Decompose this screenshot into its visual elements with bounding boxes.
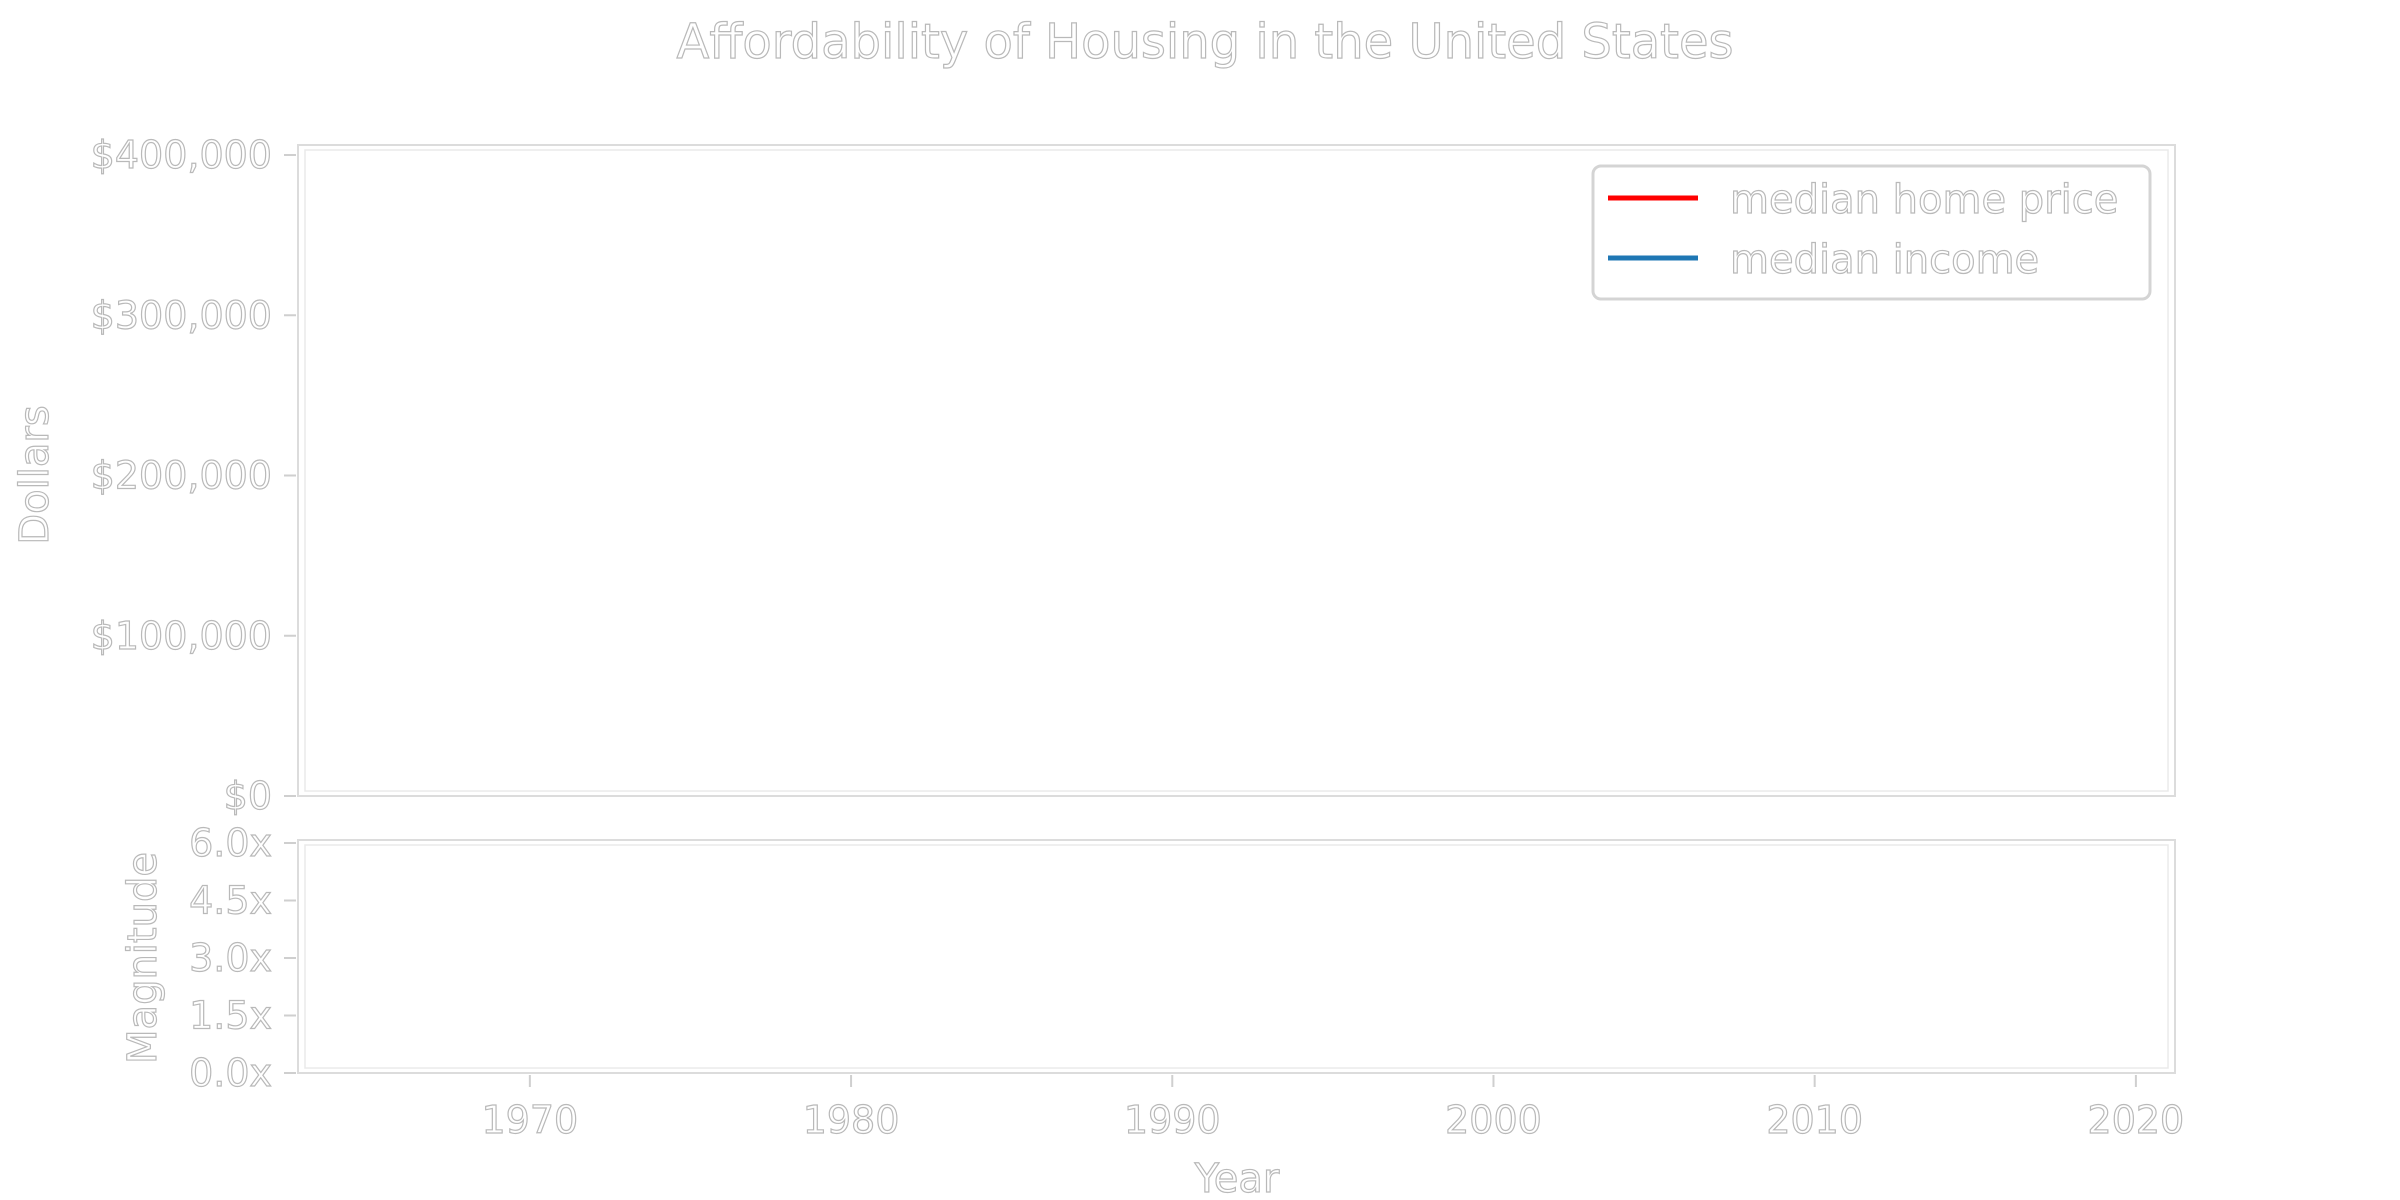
bottom-axes-inner-frame bbox=[304, 844, 2169, 1069]
x-tick-label: 2010 bbox=[1766, 1098, 1863, 1142]
bottom-axes-frame bbox=[297, 839, 2176, 1074]
bottom-y-tick-label: 4.5x bbox=[189, 879, 272, 923]
x-tick-label: 2020 bbox=[2088, 1098, 2185, 1142]
x-axis-title: Year bbox=[1194, 1156, 1280, 1200]
bottom-y-tick-label: 6.0x bbox=[189, 821, 272, 865]
bottom-y-tick-label: 0.0x bbox=[189, 1051, 272, 1095]
x-tick-label: 1970 bbox=[481, 1098, 578, 1142]
bottom-axes: 0.0x 1.5x 3.0x 4.5x 6.0x 1970 1980 1990 2000 201… bbox=[119, 820, 2185, 1200]
x-tick-label: 1980 bbox=[803, 1098, 900, 1142]
chart-title: Affordability of Housing in the United S… bbox=[677, 14, 1734, 70]
top-y-tick-label: $300,000 bbox=[91, 293, 272, 337]
bottom-y-ticks: 0.0x 1.5x 3.0x 4.5x 6.0x bbox=[188, 820, 296, 1096]
top-y-tick-label: $400,000 bbox=[91, 133, 272, 177]
top-y-tick-label: $0 bbox=[224, 774, 272, 818]
bottom-y-axis-title: Magnitude bbox=[120, 852, 166, 1064]
x-tick-label: 1990 bbox=[1124, 1098, 1221, 1142]
bottom-y-tick-label: 3.0x bbox=[189, 936, 272, 980]
x-tick-label: 2000 bbox=[1445, 1098, 1542, 1142]
bottom-x-ticks: 1970 1980 1990 2000 2010 2020 bbox=[481, 1075, 2185, 1143]
top-y-tick-label: $100,000 bbox=[91, 614, 272, 658]
legend-label-median-income: median income bbox=[1730, 237, 2039, 283]
top-axes-inner-frame bbox=[304, 149, 2169, 792]
legend-box bbox=[1591, 164, 2152, 301]
top-y-axis-title: Dollars bbox=[12, 405, 58, 544]
top-y-ticks: $0 $100,000 $200,000 $300,000 $400,000 bbox=[90, 132, 296, 819]
legend-label-median-home-price: median home price bbox=[1730, 177, 2118, 223]
top-axes-frame bbox=[297, 144, 2176, 797]
bottom-y-tick-label: 1.5x bbox=[189, 994, 272, 1038]
top-y-tick-label: $200,000 bbox=[91, 454, 272, 498]
legend: median home price median income bbox=[1591, 164, 2152, 301]
top-axes: $0 $100,000 $200,000 $300,000 $400,000 Dolla… bbox=[11, 132, 2176, 819]
